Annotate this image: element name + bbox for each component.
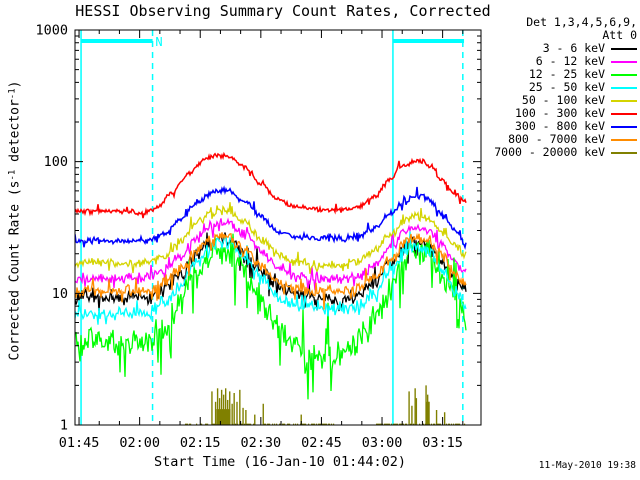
x-tick-label-0200: 02:00 [119, 435, 160, 451]
night-flag-label: N [155, 35, 162, 49]
x-axis-label: Start Time (16-Jan-10 01:44:02) [154, 454, 406, 470]
legend-item-label: 50 - 100 keV [521, 93, 605, 107]
plot-frame [74, 29, 482, 426]
legend-swatch [611, 99, 637, 102]
legend-item-label: 800 - 7000 keV [508, 132, 605, 146]
axis-ticks [75, 29, 481, 426]
legend-swatch [611, 112, 637, 115]
legend-swatch [611, 86, 637, 89]
y-tick-label-1: 1 [60, 418, 68, 434]
series-line-25to50keV [75, 231, 467, 325]
legend-item-label: 3 - 6 keV [542, 41, 605, 55]
legend-item: 7000 - 20000 keV [494, 146, 637, 159]
y-tick-label-10: 10 [52, 286, 68, 302]
x-tick-label-0215: 02:15 [180, 435, 221, 451]
legend-item-label: 6 - 12 keV [535, 54, 605, 68]
legend-item: 300 - 800 keV [494, 120, 637, 133]
night-flag-bar-2 [392, 39, 465, 43]
legend-swatch [611, 47, 637, 50]
legend-item: 6 - 12 keV [494, 55, 637, 68]
series-line-300to800keV [75, 185, 467, 250]
y-tick-label-100: 100 [44, 154, 68, 170]
legend-item: 3 - 6 keV [494, 42, 637, 55]
legend-item: 25 - 50 keV [494, 81, 637, 94]
y-axis-label: Corrected Count Rate (s-1 detector-1) [7, 80, 23, 361]
legend-items: 3 - 6 keV 6 - 12 keV 12 - 25 keV 25 - 50 ke… [494, 42, 637, 159]
x-tick-label-0145: 01:45 [59, 435, 100, 451]
night-flag-bar-1 [81, 39, 153, 43]
legend-swatch [611, 138, 637, 141]
y-tick-label-1000: 1000 [35, 23, 68, 39]
series-line-800to7000keV [75, 232, 467, 310]
legend-item-label: 25 - 50 keV [528, 80, 605, 94]
x-tick-label-0245: 02:45 [301, 435, 342, 451]
legend-header-detectors: Det 1,3,4,5,6,9, [526, 15, 637, 29]
chart-title: HESSI Observing Summary Count Rates, Cor… [75, 2, 491, 20]
legend-header-attenuator: Att 0 [602, 28, 637, 42]
series-line-6to12keV [75, 217, 467, 291]
x-tick-label-0230: 02:30 [241, 435, 282, 451]
legend-item-label: 300 - 800 keV [514, 119, 605, 133]
legend-item-label: 100 - 300 keV [514, 106, 605, 120]
legend-item: 100 - 300 keV [494, 107, 637, 120]
legend-swatch [611, 151, 637, 154]
legend-swatch [611, 125, 637, 128]
x-tick-label-0300: 03:00 [362, 435, 403, 451]
series-line-12to25keV [75, 233, 467, 400]
legend-swatch [611, 73, 637, 76]
x-tick-label-0315: 03:15 [422, 435, 463, 451]
legend-item: 12 - 25 keV [494, 68, 637, 81]
legend-item-label: 12 - 25 keV [528, 67, 605, 81]
series-line-100to300keV [75, 151, 467, 219]
footer-timestamp: 11-May-2010 19:38 [538, 460, 636, 471]
legend-item: 800 - 7000 keV [494, 133, 637, 146]
legend-swatch [611, 60, 637, 63]
legend: Det 1,3,4,5,6,9, Att 0 3 - 6 keV 6 - 12 k… [494, 16, 637, 159]
legend-item: 50 - 100 keV [494, 94, 637, 107]
legend-item-label: 7000 - 20000 keV [494, 145, 605, 159]
series-line-50to100keV [75, 202, 467, 274]
